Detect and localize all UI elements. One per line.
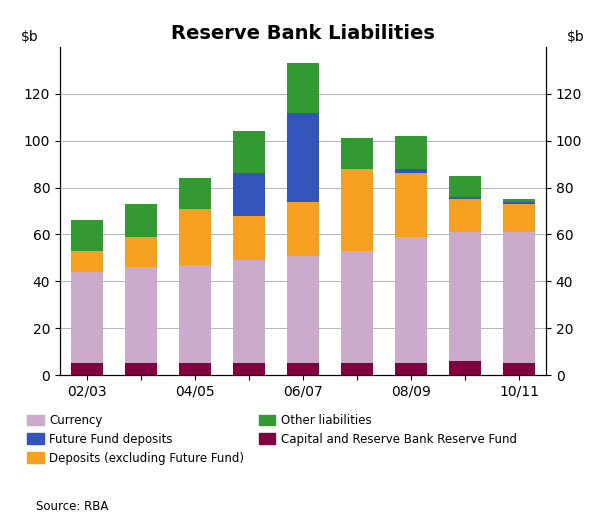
Bar	[71, 364, 103, 375]
Bar	[449, 232, 481, 361]
Bar	[395, 237, 427, 364]
Bar	[233, 364, 265, 375]
Bar	[287, 364, 319, 375]
Legend: Currency, Future Fund deposits, Deposits (excluding Future Fund), Other liabilit: Currency, Future Fund deposits, Deposits…	[27, 414, 517, 465]
Text: $b: $b	[567, 30, 585, 44]
Bar	[71, 272, 103, 364]
Bar	[233, 131, 265, 173]
Bar	[71, 220, 103, 251]
Bar	[179, 265, 211, 364]
Bar	[503, 202, 535, 204]
Bar	[125, 267, 157, 364]
Bar	[287, 255, 319, 364]
Bar	[287, 202, 319, 255]
Bar	[179, 208, 211, 265]
Bar	[71, 251, 103, 272]
Bar	[287, 63, 319, 113]
Bar	[125, 364, 157, 375]
Bar	[395, 173, 427, 237]
Bar	[341, 251, 373, 364]
Bar	[233, 260, 265, 364]
Bar	[449, 361, 481, 375]
Bar	[503, 364, 535, 375]
Bar	[341, 169, 373, 251]
Bar	[395, 169, 427, 173]
Bar	[179, 178, 211, 208]
Bar	[449, 176, 481, 197]
Bar	[341, 138, 373, 169]
Bar	[341, 364, 373, 375]
Bar	[503, 199, 535, 202]
Bar	[395, 364, 427, 375]
Bar	[503, 232, 535, 364]
Title: Reserve Bank Liabilities: Reserve Bank Liabilities	[171, 23, 435, 43]
Bar	[449, 197, 481, 199]
Bar	[233, 173, 265, 216]
Bar	[125, 237, 157, 267]
Bar	[503, 204, 535, 232]
Text: $b: $b	[21, 30, 39, 44]
Bar	[233, 216, 265, 260]
Text: Source: RBA: Source: RBA	[36, 500, 109, 513]
Bar	[287, 113, 319, 202]
Bar	[395, 136, 427, 169]
Bar	[125, 204, 157, 237]
Bar	[179, 364, 211, 375]
Bar	[449, 200, 481, 232]
